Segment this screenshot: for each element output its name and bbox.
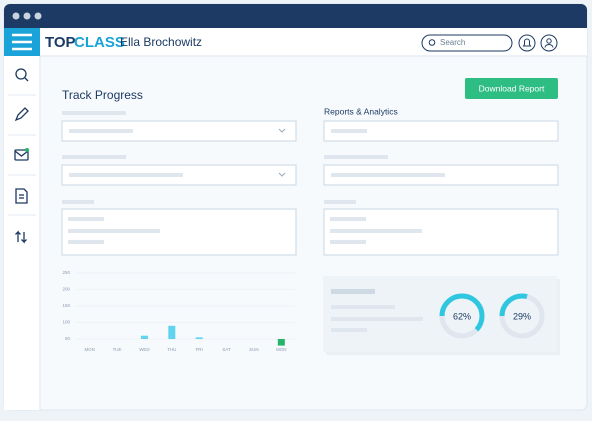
y-tick-label: 150 bbox=[62, 303, 70, 308]
x-tick-label: MON bbox=[276, 347, 287, 352]
x-tick-label: SUN bbox=[249, 347, 259, 352]
placeholder bbox=[331, 289, 375, 294]
x-tick-label: MON bbox=[84, 347, 95, 352]
logo-class: CLASS bbox=[74, 34, 125, 51]
gauge-label: 62% bbox=[453, 311, 471, 321]
menu-icon bbox=[12, 33, 32, 51]
placeholder bbox=[331, 305, 395, 309]
form-right bbox=[323, 120, 559, 256]
y-tick-label: 100 bbox=[62, 320, 70, 325]
notifications-button[interactable] bbox=[518, 34, 536, 52]
window-dot bbox=[23, 12, 31, 20]
section-title: Reports & Analytics bbox=[324, 106, 398, 116]
search-box[interactable] bbox=[421, 34, 513, 52]
sidebar-dividers bbox=[8, 94, 36, 216]
title-bar bbox=[4, 4, 587, 28]
bar-segment bbox=[277, 339, 285, 346]
gauge-arc bbox=[439, 293, 485, 339]
bar-segment bbox=[195, 337, 203, 339]
user-name: Ella Brochowitz bbox=[120, 35, 202, 49]
search-icon bbox=[428, 39, 436, 46]
y-tick-label: 250 bbox=[62, 270, 70, 275]
bar-segment bbox=[140, 335, 148, 339]
x-tick-label: FRI bbox=[196, 347, 203, 352]
x-tick-label: TUE bbox=[113, 347, 122, 352]
placeholder bbox=[331, 328, 367, 332]
y-tick-label: 200 bbox=[62, 287, 70, 292]
gauge-label: 29% bbox=[513, 311, 531, 321]
window-dot bbox=[12, 12, 20, 20]
sidebar-icons bbox=[14, 68, 29, 244]
bar-segment bbox=[168, 325, 176, 339]
search-placeholder: Search bbox=[440, 38, 465, 47]
download-button[interactable] bbox=[465, 78, 558, 99]
y-tick-label: 50 bbox=[65, 336, 71, 341]
page-title: Track Progress bbox=[62, 88, 143, 102]
window-dot bbox=[34, 12, 42, 20]
unread-dot bbox=[25, 148, 29, 152]
download-button-label: Download Report bbox=[479, 83, 545, 93]
profile-icon bbox=[544, 44, 554, 48]
placeholder bbox=[331, 317, 423, 321]
x-tick-label: THU bbox=[167, 347, 176, 352]
bell-icon bbox=[522, 38, 532, 47]
gauge-arc bbox=[499, 293, 545, 339]
form-left bbox=[61, 111, 297, 256]
logo-top: TOP bbox=[45, 34, 76, 51]
profile-icon bbox=[546, 38, 552, 44]
x-tick-label: SAT bbox=[222, 347, 231, 352]
x-tick-label: WED bbox=[139, 347, 150, 352]
sidebar bbox=[4, 56, 40, 410]
